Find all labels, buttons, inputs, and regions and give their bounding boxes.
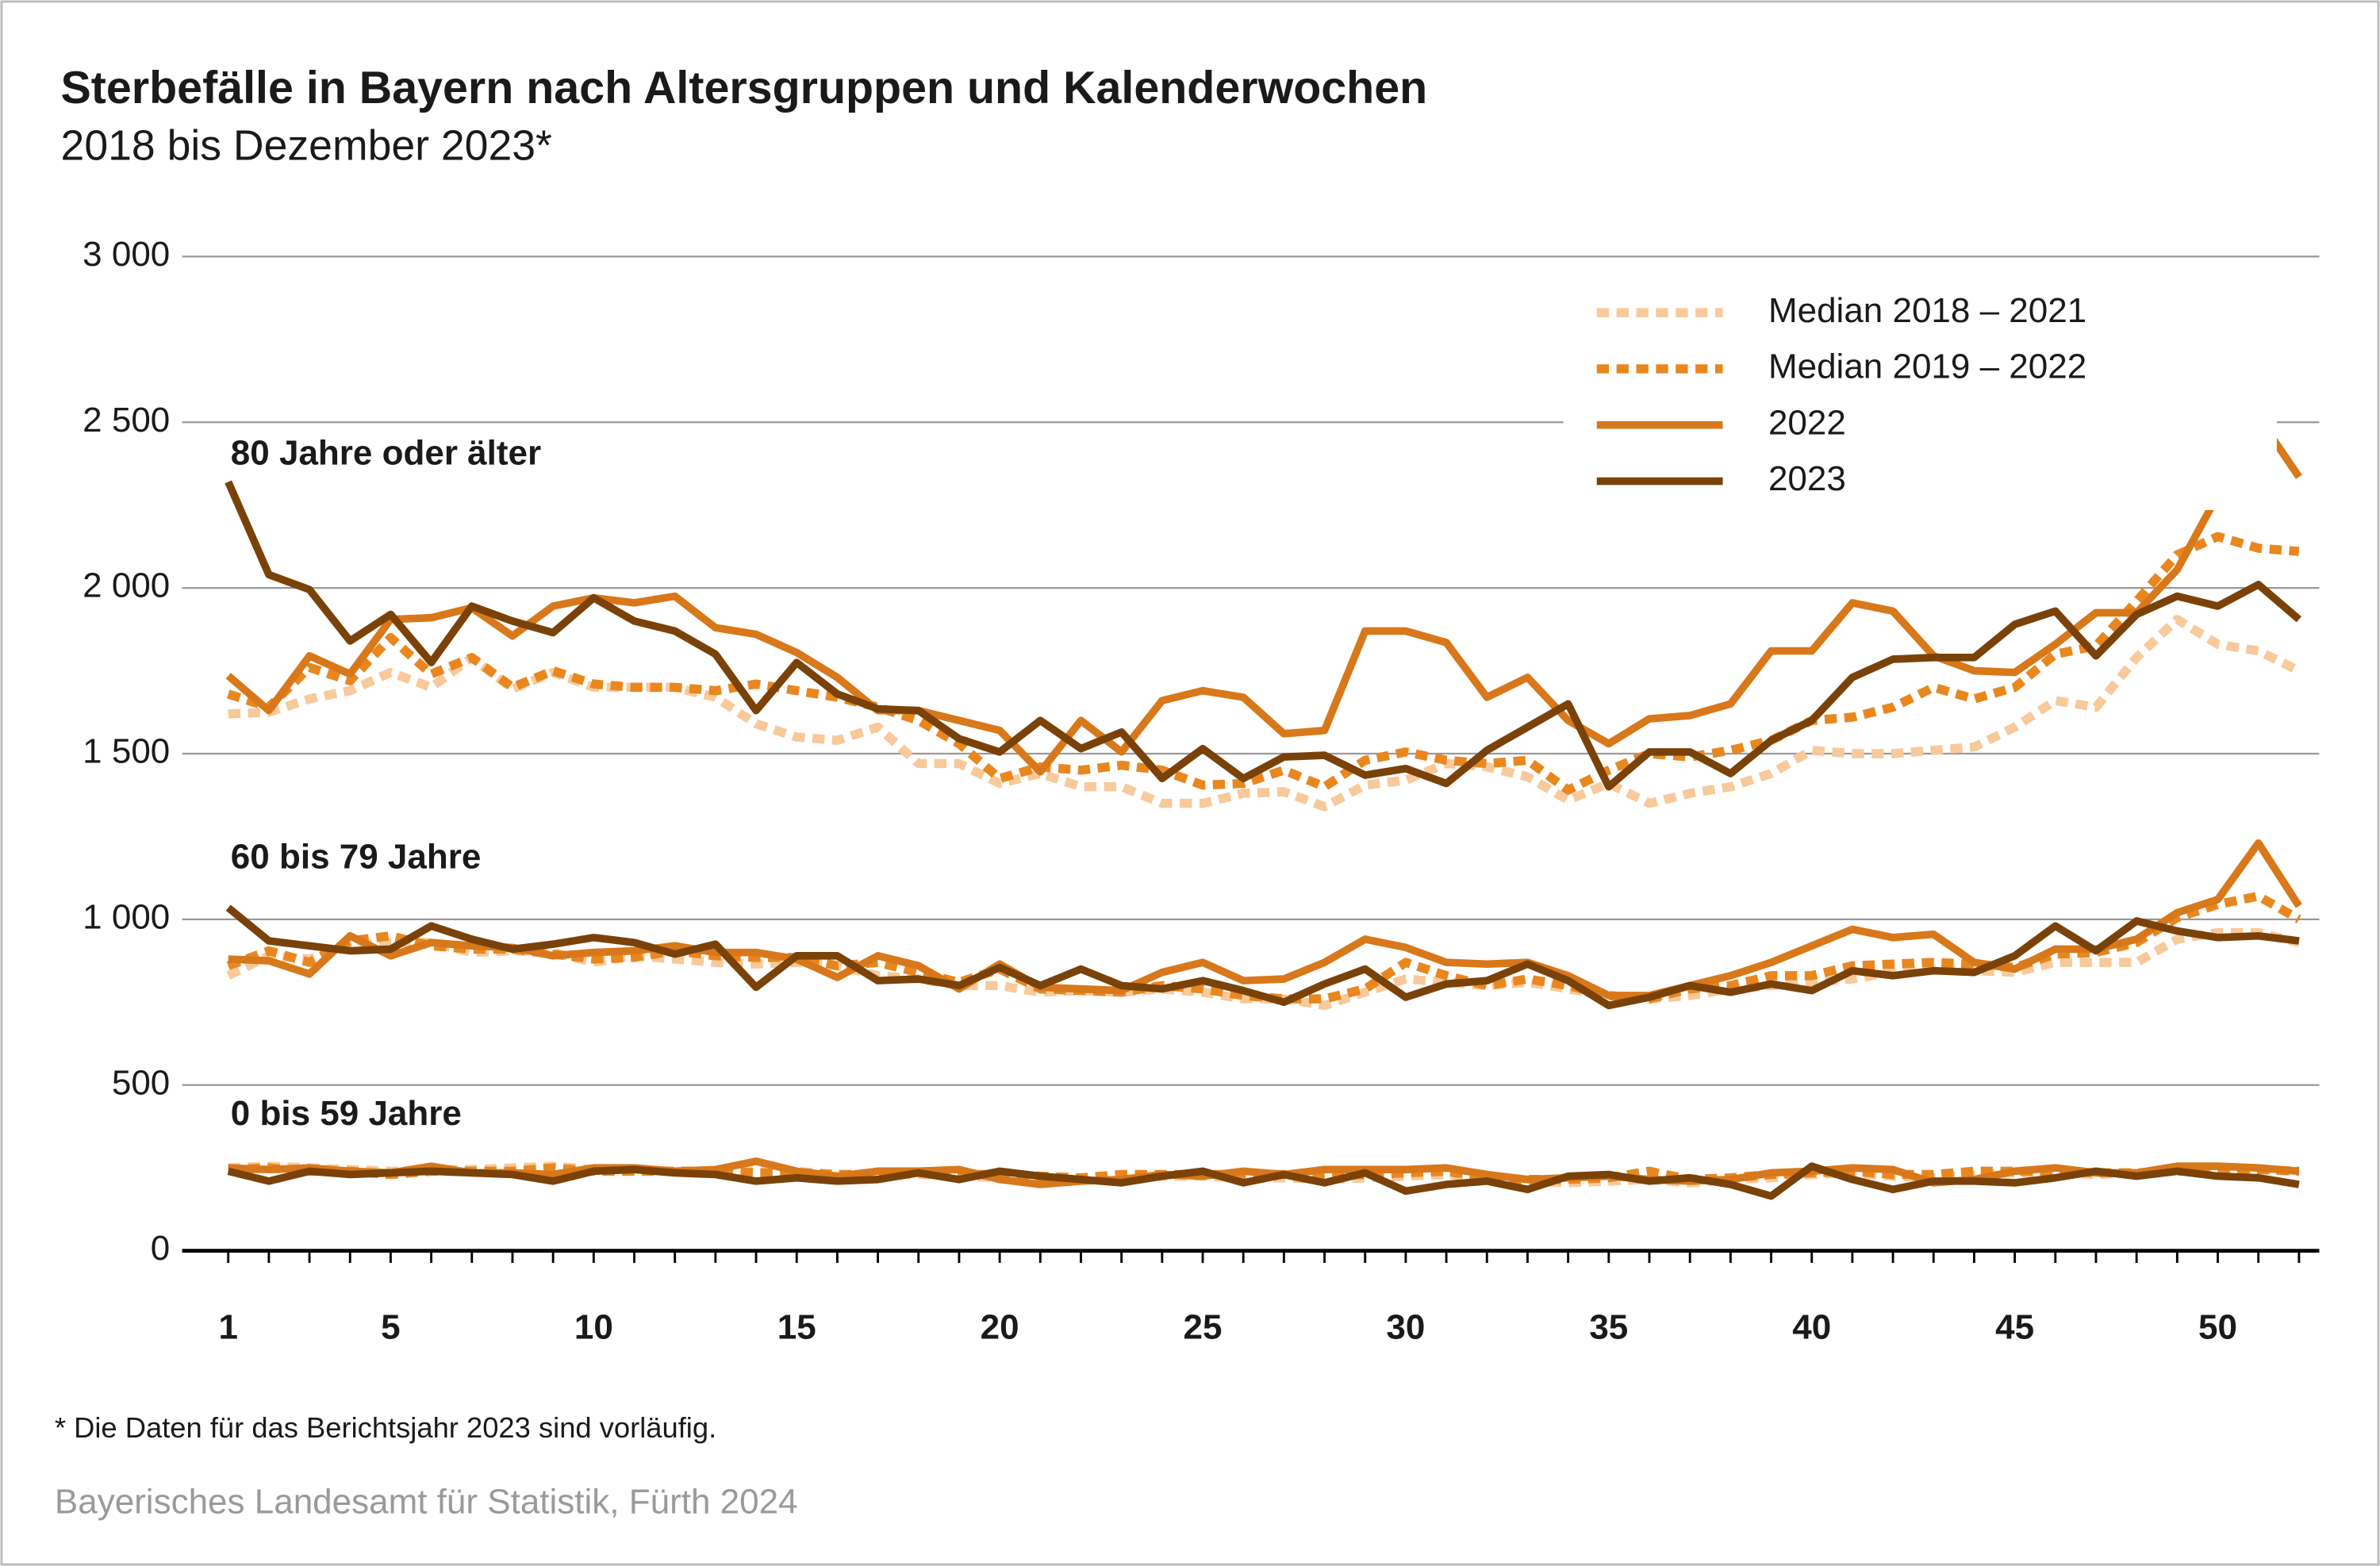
chart-subtitle: 2018 bis Dezember 2023* bbox=[61, 123, 552, 170]
y-tick-label: 0 bbox=[151, 1229, 170, 1268]
data-line bbox=[225, 480, 2302, 791]
group-label: 80 Jahre oder älter bbox=[231, 434, 541, 473]
x-tick-label: 30 bbox=[1386, 1308, 1425, 1347]
data-line bbox=[227, 1162, 2300, 1200]
y-tick-label: 1 000 bbox=[83, 897, 170, 936]
chart-title: Sterbefälle in Bayern nach Altersgruppen… bbox=[61, 63, 1428, 113]
x-tick-label: 10 bbox=[574, 1308, 613, 1347]
x-tick-label: 1 bbox=[218, 1308, 237, 1347]
data-line bbox=[226, 532, 2300, 795]
x-tick-label: 25 bbox=[1184, 1308, 1223, 1347]
y-tick-label: 1 500 bbox=[83, 732, 170, 771]
legend-label: Median 2018 – 2021 bbox=[1768, 291, 2086, 330]
group-label: 60 bis 79 Jahre bbox=[231, 838, 482, 877]
data-line bbox=[228, 839, 2302, 1000]
y-tick-label: 500 bbox=[112, 1063, 170, 1102]
x-tick-label: 45 bbox=[1995, 1308, 2034, 1347]
y-tick-label: 2 500 bbox=[83, 401, 170, 439]
y-tick-label: 2 000 bbox=[83, 566, 170, 605]
x-tick-label: 35 bbox=[1589, 1308, 1628, 1347]
x-tick-label: 5 bbox=[381, 1308, 400, 1347]
footnote: * Die Daten für das Berichtsjahr 2023 si… bbox=[55, 1411, 716, 1444]
x-tick-label: 50 bbox=[2198, 1308, 2237, 1347]
x-tick-label: 20 bbox=[981, 1308, 1019, 1347]
data-line bbox=[225, 904, 2300, 1010]
legend-label: Median 2019 – 2022 bbox=[1768, 347, 2086, 386]
x-tick-label: 15 bbox=[777, 1308, 816, 1347]
data-line bbox=[225, 413, 2302, 776]
x-tick-label: 40 bbox=[1792, 1308, 1831, 1347]
group-label: 0 bis 59 Jahre bbox=[231, 1094, 462, 1133]
legend-label: 2023 bbox=[1768, 459, 1846, 498]
y-tick-label: 3 000 bbox=[83, 235, 170, 274]
legend-box bbox=[1563, 282, 2277, 510]
source: Bayerisches Landesamt für Statistik, Für… bbox=[55, 1483, 798, 1522]
legend-label: 2022 bbox=[1768, 403, 1846, 442]
